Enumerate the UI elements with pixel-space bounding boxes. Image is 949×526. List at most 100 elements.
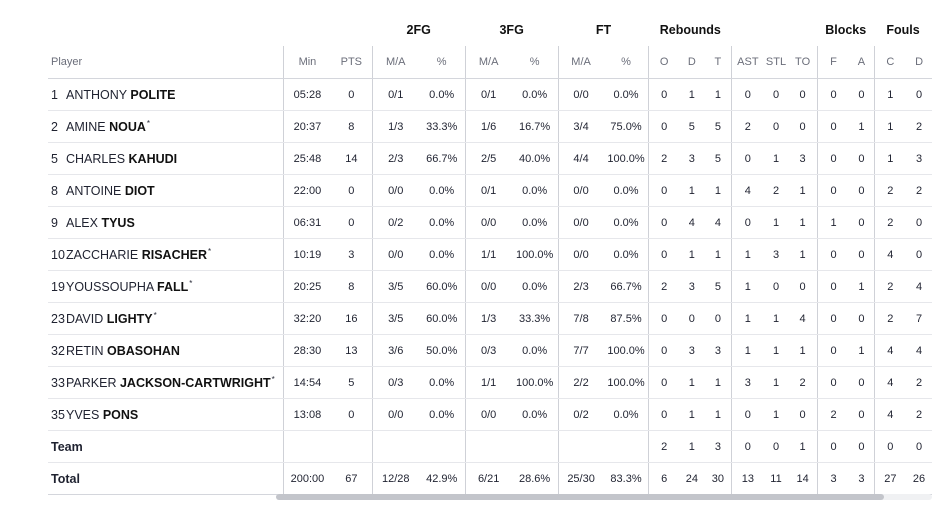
player-number: 32: [51, 343, 65, 358]
stat-reb-t: 0: [704, 302, 732, 335]
stat-stl: 3: [763, 238, 789, 271]
player-cell[interactable]: 35YVES PONS: [48, 398, 284, 431]
stat-blk-a: 0: [849, 78, 875, 111]
stat-blk-f: 0: [816, 302, 850, 335]
player-cell[interactable]: 19YOUSSOUPHA FALL*: [48, 270, 284, 303]
table-row[interactable]: 32RETIN OBASOHAN 28:30 13 3/6 50.0% 0/3 0.0% 7/…: [48, 334, 932, 367]
player-cell[interactable]: 10ZACCHARIE RISACHER*: [48, 238, 284, 271]
stat-pts: 0: [330, 78, 373, 111]
stat-ft-ma: 0/0: [557, 78, 604, 111]
player-last-name: RISACHER: [141, 248, 208, 263]
player-cell[interactable]: 23DAVID LIGHTY*: [48, 302, 284, 335]
stat-reb-o: 2: [648, 142, 679, 175]
stat-foul-c: 2: [873, 302, 907, 335]
group-header-row: 2FG 3FG FT Rebounds Blocks Fouls: [48, 14, 932, 46]
stat-3fg-pct: 40.0%: [511, 142, 559, 175]
group-2fg: 2FG: [406, 23, 431, 37]
stat-ft-pct: 0.0%: [603, 398, 649, 431]
group-ft: FT: [595, 23, 612, 37]
boxscore-table: 2FG 3FG FT Rebounds Blocks Fouls Player …: [48, 14, 932, 495]
stat-3fg-ma: 0/0: [464, 398, 512, 431]
stat-foul-d: 2: [906, 174, 932, 207]
stat-to: 2: [788, 366, 818, 399]
table-row[interactable]: 35YVES PONS 13:08 0 0/0 0.0% 0/0 0.0% 0/2 0.0% 0 1…: [48, 398, 932, 431]
starter-marker: *: [189, 278, 193, 288]
table-row[interactable]: 23DAVID LIGHTY* 32:20 16 3/5 60.0% 1/3 33.3% 7/…: [48, 302, 932, 335]
player-cell[interactable]: 1 ANTHONY POLITE: [48, 78, 284, 111]
stat-reb-t: 5: [704, 110, 732, 143]
stat-ast: 4: [731, 174, 764, 207]
stat-2fg-ma: 3/5: [371, 302, 419, 335]
stat-ft-ma: 3/4: [557, 110, 604, 143]
player-cell[interactable]: 9 ALEX TYUS: [48, 206, 284, 239]
col-foul-c: C: [873, 46, 907, 79]
stat-ft-pct: 0.0%: [603, 238, 649, 271]
stat-reb-o: 0: [648, 78, 679, 111]
stat-ast: 3: [731, 366, 764, 399]
stat-2fg-pct: 50.0%: [418, 334, 466, 367]
player-number: 10: [51, 248, 65, 263]
player-cell[interactable]: 33PARKER JACKSON-CARTWRIGHT*: [48, 366, 284, 399]
player-last-name: JACKSON-CARTWRIGHT: [119, 376, 271, 391]
stat-foul-d: 0: [906, 78, 932, 111]
total-foul-d: 26: [906, 462, 932, 495]
stat-foul-c: 2: [873, 174, 907, 207]
stat-reb-t: 1: [704, 366, 732, 399]
stat-3fg-pct: 0.0%: [511, 270, 559, 303]
col-reb-o: O: [648, 46, 679, 79]
stat-blk-f: 0: [816, 174, 850, 207]
team-foul-d: 0: [906, 430, 932, 463]
stat-blk-a: 0: [849, 142, 875, 175]
player-number: 23: [51, 312, 65, 327]
stat-ast: 0: [731, 398, 764, 431]
col-ft-pct: %: [603, 46, 649, 79]
stat-ast: 1: [731, 302, 764, 335]
player-last-name: FALL: [157, 280, 189, 295]
table-row[interactable]: 2 AMINE NOUA* 20:37 8 1/3 33.3% 1/6 16.7% 3/4 75.…: [48, 110, 932, 143]
total-blk-f: 3: [816, 462, 850, 495]
stat-2fg-ma: 0/0: [371, 238, 419, 271]
table-row[interactable]: 10ZACCHARIE RISACHER* 10:19 3 0/0 0.0% 1/1 100…: [48, 238, 932, 271]
stat-foul-c: 4: [873, 238, 907, 271]
stat-pts: 8: [330, 110, 373, 143]
scrollbar-thumb[interactable]: [276, 494, 884, 500]
stat-foul-d: 4: [906, 270, 932, 303]
total-stl: 11: [763, 462, 789, 495]
stat-2fg-pct: 33.3%: [418, 110, 466, 143]
player-cell[interactable]: 2 AMINE NOUA*: [48, 110, 284, 143]
table-row[interactable]: 5 CHARLES KAHUDI 25:48 14 2/3 66.7% 2/5 40.0% 4/…: [48, 142, 932, 175]
total-blk-a: 3: [849, 462, 875, 495]
total-3fg-pct: 28.6%: [511, 462, 559, 495]
stat-blk-a: 0: [849, 206, 875, 239]
col-blk-f: F: [816, 46, 850, 79]
stat-ft-ma: 7/8: [557, 302, 604, 335]
horizontal-scrollbar[interactable]: [276, 494, 932, 500]
table-row[interactable]: 9 ALEX TYUS 06:31 0 0/2 0.0% 0/0 0.0% 0/0 0.0% 0 4 4…: [48, 206, 932, 239]
stat-2fg-pct: 0.0%: [418, 206, 466, 239]
player-cell[interactable]: 32RETIN OBASOHAN: [48, 334, 284, 367]
total-to: 14: [788, 462, 818, 495]
stat-3fg-ma: 1/1: [464, 238, 512, 271]
table-row[interactable]: 33PARKER JACKSON-CARTWRIGHT* 14:54 5 0/3 0.0…: [48, 366, 932, 399]
stat-ft-ma: 0/2: [557, 398, 604, 431]
stat-reb-d: 3: [678, 270, 705, 303]
stat-blk-f: 0: [816, 110, 850, 143]
stat-2fg-ma: 3/5: [371, 270, 419, 303]
stat-reb-o: 0: [648, 174, 679, 207]
player-last-name: KAHUDI: [128, 151, 178, 166]
player-number: 1: [51, 87, 58, 102]
column-header-row: Player Min PTS M/A % M/A % M/A % O D T A…: [48, 46, 932, 79]
player-cell[interactable]: 8 ANTOINE DIOT: [48, 174, 284, 207]
col-reb-t: T: [704, 46, 732, 79]
stat-blk-f: 0: [816, 366, 850, 399]
stat-ast: 1: [731, 238, 764, 271]
col-foul-d: D: [906, 46, 932, 79]
table-row[interactable]: 19YOUSSOUPHA FALL* 20:25 8 3/5 60.0% 0/0 0.0% 2…: [48, 270, 932, 303]
player-last-name: DIOT: [124, 183, 155, 198]
table-row[interactable]: 1 ANTHONY POLITE 05:28 0 0/1 0.0% 0/1 0.0% 0/0 0.…: [48, 78, 932, 111]
stat-reb-d: 0: [678, 302, 705, 335]
stat-reb-d: 1: [678, 238, 705, 271]
player-cell[interactable]: 5 CHARLES KAHUDI: [48, 142, 284, 175]
table-row[interactable]: 8 ANTOINE DIOT 22:00 0 0/0 0.0% 0/1 0.0% 0/0 0.0%…: [48, 174, 932, 207]
